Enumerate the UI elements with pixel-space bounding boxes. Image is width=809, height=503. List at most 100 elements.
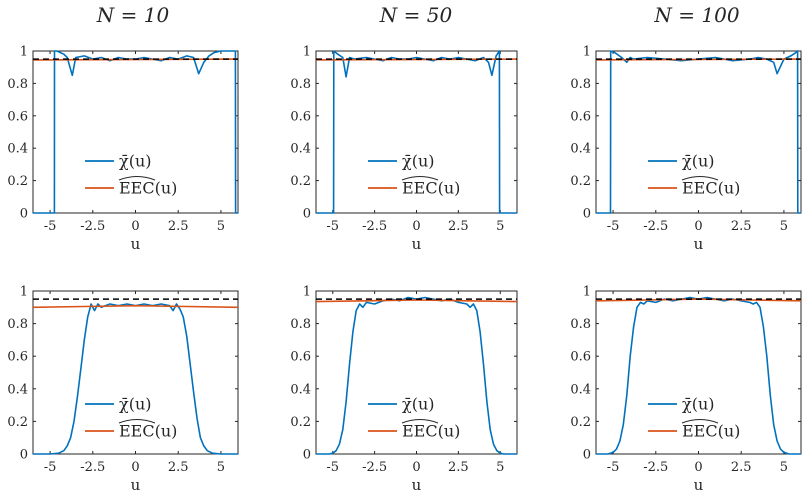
chi-series-line xyxy=(316,50,517,214)
x-tick-label: 2.5 xyxy=(448,460,469,475)
x-tick-label: -5 xyxy=(607,219,620,234)
y-tick-label: 0.8 xyxy=(7,317,28,332)
y-tick-label: 0.2 xyxy=(570,174,591,189)
legend-label: χ̄(u) xyxy=(402,395,434,414)
y-tick-label: 1 xyxy=(303,45,311,60)
legend-label: χ̄(u) xyxy=(682,395,714,414)
eec-series-line xyxy=(316,299,517,303)
x-tick-label: -2.5 xyxy=(362,219,387,234)
legend-label: χ̄(u) xyxy=(119,152,151,171)
x-tick-label: 0 xyxy=(131,460,139,475)
legend-label: EEC(u) xyxy=(402,422,460,441)
x-tick-label: -5 xyxy=(326,460,339,475)
y-tick-label: 0.6 xyxy=(290,350,311,365)
legend-hat xyxy=(681,419,719,424)
x-tick-label: 5 xyxy=(780,219,788,234)
y-tick-label: 0 xyxy=(20,448,28,463)
panel-1-1: -5 -2.5 0 2.5 5 0 0.2 0.4 0.6 0.8 1 u χ̄(u) EEC(u) xyxy=(7,45,239,253)
legend-label: χ̄(u) xyxy=(682,152,714,171)
y-tick-label: 1 xyxy=(20,285,28,300)
y-tick-label: 0.2 xyxy=(290,415,311,430)
x-tick-label: -2.5 xyxy=(362,460,387,475)
x-tick-label: 5 xyxy=(496,460,504,475)
y-tick-label: 0.6 xyxy=(570,109,591,124)
x-axis-label: u xyxy=(694,235,704,253)
x-axis-label: u xyxy=(131,235,141,253)
y-tick-label: 0.2 xyxy=(570,415,591,430)
x-tick-label: 5 xyxy=(496,219,504,234)
y-tick-label: 0.6 xyxy=(7,350,28,365)
y-tick-label: 1 xyxy=(583,45,591,60)
y-tick-label: 1 xyxy=(583,285,591,300)
legend-hat xyxy=(118,176,156,181)
x-tick-label: -5 xyxy=(44,219,57,234)
x-axis-label: u xyxy=(412,235,422,253)
y-tick-label: 0.8 xyxy=(570,77,591,92)
y-tick-label: 1 xyxy=(20,45,28,60)
x-tick-label: 2.5 xyxy=(168,460,189,475)
legend-hat xyxy=(401,419,439,424)
legend-hat xyxy=(118,419,156,424)
y-tick-label: 0 xyxy=(583,448,591,463)
y-tick-label: 0.8 xyxy=(570,317,591,332)
legend-label: EEC(u) xyxy=(682,422,740,441)
x-tick-label: -2.5 xyxy=(643,460,668,475)
x-tick-label: 2.5 xyxy=(731,219,752,234)
y-tick-label: 0.2 xyxy=(7,174,28,189)
y-tick-label: 0.2 xyxy=(7,415,28,430)
x-tick-label: 5 xyxy=(217,460,225,475)
x-tick-label: 2.5 xyxy=(731,460,752,475)
x-tick-label: 0 xyxy=(412,460,420,475)
y-tick-label: 0.6 xyxy=(7,109,28,124)
chi-series-line xyxy=(596,50,801,214)
x-axis-label: u xyxy=(131,476,141,494)
y-tick-label: 0.4 xyxy=(7,382,28,397)
y-tick-label: 0.8 xyxy=(290,317,311,332)
legend-label: EEC(u) xyxy=(119,422,177,441)
legend-label: χ̄(u) xyxy=(402,152,434,171)
panel-2-2: -5 -2.5 0 2.5 5 0 0.2 0.4 0.6 0.8 1 u χ̄(u) EEC(u) xyxy=(290,285,518,494)
x-tick-label: 0 xyxy=(694,219,702,234)
legend-hat xyxy=(401,176,439,181)
x-tick-label: 5 xyxy=(780,460,788,475)
x-tick-label: -2.5 xyxy=(80,460,105,475)
y-tick-label: 0.8 xyxy=(290,77,311,92)
x-tick-label: -5 xyxy=(326,219,339,234)
y-tick-label: 0.4 xyxy=(290,382,311,397)
y-tick-label: 0.6 xyxy=(290,109,311,124)
panels: -5 -2.5 0 2.5 500.20.40.60.81uχ̄(u)EEC(u)-5-… xyxy=(7,45,802,494)
x-tick-label: 0 xyxy=(412,219,420,234)
column-title-2: N = 50 xyxy=(379,3,453,27)
legend-label: EEC(u) xyxy=(402,179,460,198)
panel-1-3: -5 -2.5 0 2.5 5 0 0.2 0.4 0.6 0.8 1 u χ̄(u) EEC(u) xyxy=(570,45,802,253)
x-tick-label: 2.5 xyxy=(448,219,469,234)
legend-hat xyxy=(681,176,719,181)
y-tick-label: 0.4 xyxy=(570,382,591,397)
x-tick-label: 2.5 xyxy=(168,219,189,234)
panel-2-3: -5 -2.5 0 2.5 5 0 0.2 0.4 0.6 0.8 1 u χ̄(u) EEC(u) xyxy=(570,285,802,494)
x-tick-label: 5 xyxy=(217,219,225,234)
column-title-1: N = 10 xyxy=(96,3,170,27)
x-tick-label: -5 xyxy=(44,460,57,475)
y-tick-label: 0.8 xyxy=(7,77,28,92)
y-tick-label: 0 xyxy=(303,448,311,463)
legend-label: EEC(u) xyxy=(682,179,740,198)
y-tick-label: 0.4 xyxy=(7,142,28,157)
panel-2-1: -5 -2.5 0 2.5 5 0 0.2 0.4 0.6 0.8 1 u χ̄(u) EEC(u) xyxy=(7,285,239,494)
x-tick-label: 0 xyxy=(694,460,702,475)
y-tick-label: 0.2 xyxy=(290,174,311,189)
y-tick-label: 0.4 xyxy=(570,142,591,157)
y-tick-label: 0.4 xyxy=(290,142,311,157)
y-tick-label: 0 xyxy=(20,207,28,222)
x-tick-label: 0 xyxy=(131,219,139,234)
x-axis-label: u xyxy=(694,476,704,494)
x-tick-label: -2.5 xyxy=(80,219,105,234)
x-tick-label: -5 xyxy=(607,460,620,475)
column-title-3: N = 100 xyxy=(653,3,739,27)
panel-1-2: -5 -2.5 0 2.5 5 0 0.2 0.4 0.6 0.8 1 u χ̄(u) EEC(u) xyxy=(290,45,518,253)
x-tick-label: -2.5 xyxy=(643,219,668,234)
eec-series-line xyxy=(33,304,238,309)
x-axis-label: u xyxy=(412,476,422,494)
y-tick-label: 0 xyxy=(303,207,311,222)
